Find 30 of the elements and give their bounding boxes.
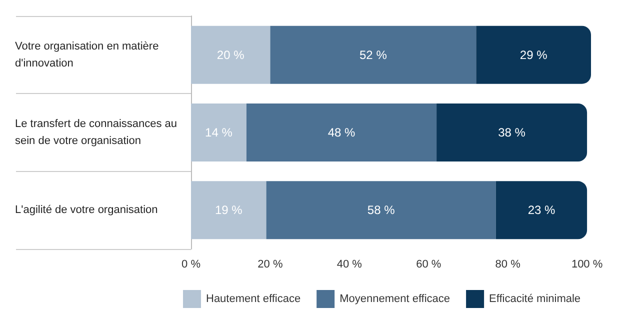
bar <box>191 104 246 162</box>
bar <box>496 181 588 240</box>
bar <box>191 181 266 240</box>
y-tick-label: Le transfert de connaissances au sein de votre organisation <box>15 118 180 147</box>
x-tick-label: 80 % <box>495 258 521 270</box>
data-label: 38 % <box>498 126 526 140</box>
data-label: 29 % <box>520 48 548 62</box>
data-label: 48 % <box>328 126 356 140</box>
bar <box>266 181 496 240</box>
legend-label: Hautement efficace <box>206 293 301 305</box>
data-label: 58 % <box>367 203 396 218</box>
bar <box>191 26 270 84</box>
y-tick-label: L'agilité de votre organisation <box>15 204 158 216</box>
data-label: 14 % <box>205 126 233 140</box>
data-label: 19 % <box>214 203 243 218</box>
data-label: 23 % <box>528 203 556 218</box>
data-label: 52 % <box>360 48 388 62</box>
data-label: 20 % <box>216 48 245 62</box>
bar <box>246 104 437 162</box>
y-tick-label: Votre organisation en matière d'innovation <box>15 40 162 70</box>
bar <box>436 104 588 162</box>
legend-label: Efficacité minimale <box>489 293 581 305</box>
bar <box>270 26 476 84</box>
x-tick-label: 60 % <box>416 258 442 270</box>
x-tick-label: 100 % <box>571 258 603 270</box>
x-tick-label: 40 % <box>336 258 362 270</box>
legend-label: Moyennement efficace <box>340 293 450 305</box>
x-tick-label: 0 % <box>182 258 201 270</box>
bar <box>476 26 591 84</box>
x-tick-label: 20 % <box>258 258 283 270</box>
